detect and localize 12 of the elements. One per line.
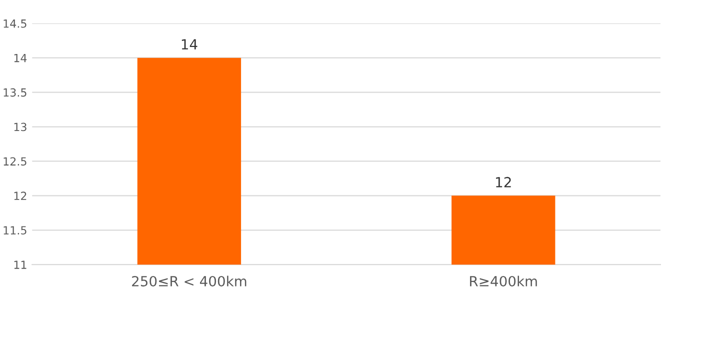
y-tick-label: 14.5 [4, 20, 26, 28]
y-tick-label: 11.5 [4, 226, 26, 235]
data-label: 14 [182, 39, 198, 50]
data-label: 12 [496, 176, 511, 188]
x-tick-label: 250≤R < 400km [132, 276, 246, 286]
y-tick-label: 14 [14, 54, 27, 62]
y-tick-label: 12 [14, 192, 26, 200]
y-tick-label: 13.5 [4, 88, 26, 97]
y-tick-label: 13 [14, 122, 26, 132]
x-tick-label: R≥400km [470, 276, 537, 286]
y-tick-label: 12.5 [4, 157, 26, 166]
y-tick-label: 11 [14, 260, 26, 269]
